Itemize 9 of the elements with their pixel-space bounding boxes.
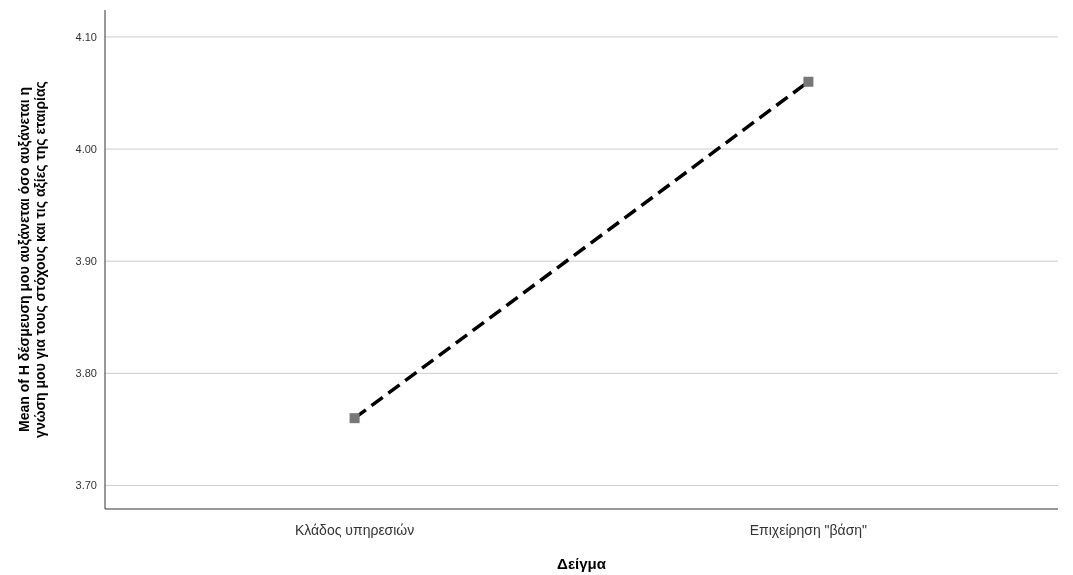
x-axis-title: Δείγμα — [557, 555, 607, 572]
y-tick-label: 3.80 — [75, 367, 97, 380]
y-tick-label: 3.90 — [75, 255, 97, 268]
y-axis-title: Mean of Η δέσμευση μου αυξάνεται όσο αυξάνεται η γνώση μου για τους στόχους και τις αξίες της εταιρίας — [15, 81, 48, 438]
x-tick-label: Κλάδος υπηρεσιών — [294, 522, 415, 538]
y-tick-label: 4.10 — [75, 30, 97, 43]
y-tick-label: 4.00 — [75, 142, 97, 155]
x-tick-label: Επιχείρηση "βάση" — [749, 522, 868, 538]
y-tick-label: 3.70 — [75, 479, 97, 492]
